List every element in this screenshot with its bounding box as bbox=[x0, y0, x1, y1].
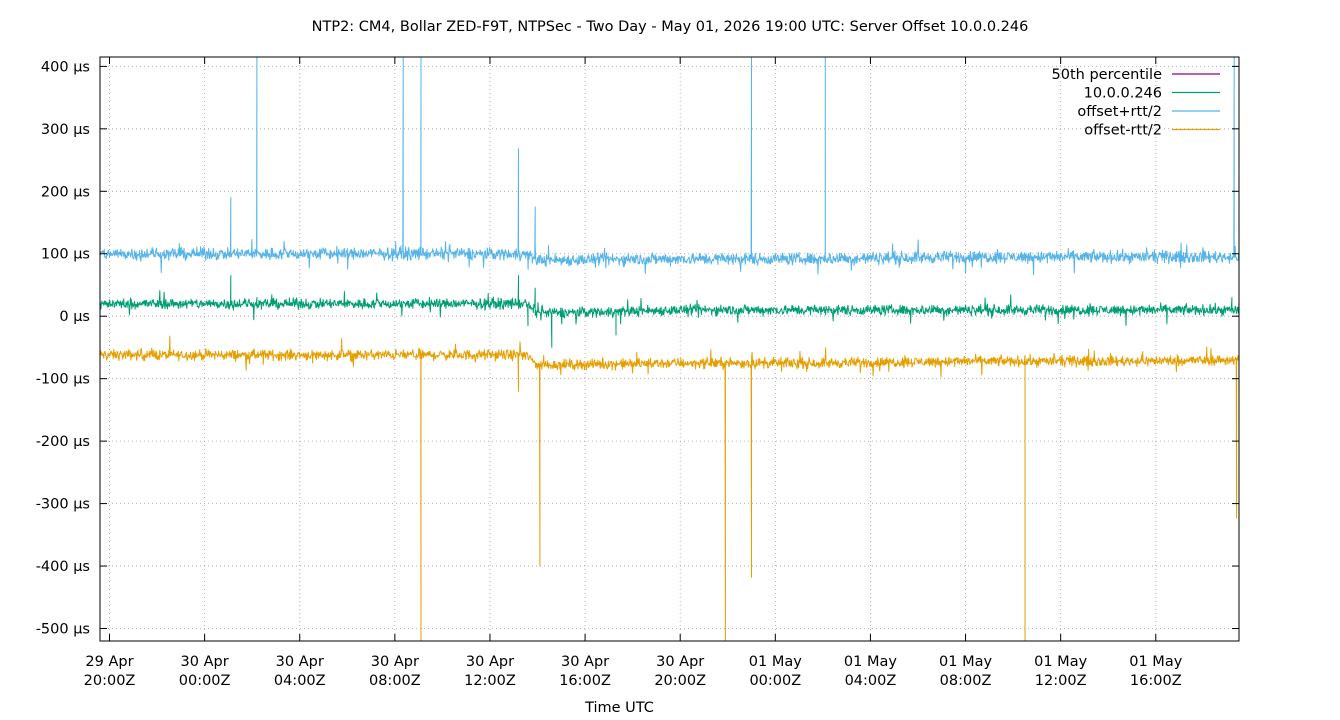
series-line-3 bbox=[99, 335, 1240, 642]
y-tick-label: -200 µs bbox=[36, 434, 90, 450]
x-tick-label-time: 12:00Z bbox=[1035, 673, 1087, 689]
x-tick-label-time: 08:00Z bbox=[369, 673, 421, 689]
x-tick-label-date: 01 May bbox=[844, 654, 897, 670]
x-tick-label-date: 01 May bbox=[1129, 654, 1182, 670]
x-tick-label-date: 30 Apr bbox=[656, 654, 704, 670]
x-tick-label-date: 01 May bbox=[939, 654, 992, 670]
x-tick-label-time: 08:00Z bbox=[940, 673, 992, 689]
x-tick-label-date: 29 Apr bbox=[85, 654, 133, 670]
y-tick-label: -500 µs bbox=[36, 622, 90, 638]
series-line-1 bbox=[99, 275, 1240, 348]
x-tick-label-time: 00:00Z bbox=[749, 673, 801, 689]
x-tick-label-date: 30 Apr bbox=[276, 654, 324, 670]
legend-label: 50th percentile bbox=[1052, 67, 1163, 83]
chart-title: NTP2: CM4, Bollar ZED-F9T, NTPSec - Two … bbox=[311, 19, 1029, 35]
x-tick-label-date: 01 May bbox=[749, 654, 802, 670]
y-tick-label: 400 µs bbox=[41, 59, 90, 75]
x-tick-label-date: 30 Apr bbox=[181, 654, 229, 670]
x-axis-label: Time UTC bbox=[584, 700, 654, 716]
legend-label: offset+rtt/2 bbox=[1077, 104, 1162, 120]
series-line-2 bbox=[99, 56, 1240, 276]
x-tick-label-date: 30 Apr bbox=[561, 654, 609, 670]
legend-label: 10.0.0.246 bbox=[1084, 86, 1162, 102]
x-tick-label-time: 20:00Z bbox=[654, 673, 706, 689]
plot-frame bbox=[99, 56, 1240, 642]
y-tick-label: 0 µs bbox=[59, 309, 90, 325]
x-tick-label-time: 16:00Z bbox=[1130, 673, 1182, 689]
y-tick-label: -300 µs bbox=[36, 497, 90, 513]
x-tick-label-time: 16:00Z bbox=[559, 673, 611, 689]
x-tick-label-time: 04:00Z bbox=[845, 673, 897, 689]
x-tick-label-time: 04:00Z bbox=[274, 673, 326, 689]
y-tick-label: 100 µs bbox=[41, 247, 90, 263]
x-tick-label-date: 01 May bbox=[1034, 654, 1087, 670]
x-tick-label-time: 12:00Z bbox=[464, 673, 516, 689]
y-tick-label: 200 µs bbox=[41, 184, 90, 200]
x-tick-label-date: 30 Apr bbox=[466, 654, 514, 670]
legend-label: offset-rtt/2 bbox=[1084, 123, 1162, 139]
x-tick-label-time: 00:00Z bbox=[179, 673, 231, 689]
y-tick-label: 300 µs bbox=[41, 122, 90, 138]
x-tick-label-date: 30 Apr bbox=[371, 654, 419, 670]
y-tick-label: -100 µs bbox=[36, 372, 90, 388]
y-tick-label: -400 µs bbox=[36, 559, 90, 575]
x-tick-label-time: 20:00Z bbox=[84, 673, 136, 689]
